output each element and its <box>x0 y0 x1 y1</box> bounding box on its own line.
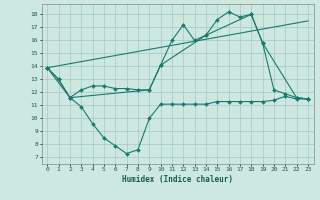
X-axis label: Humidex (Indice chaleur): Humidex (Indice chaleur) <box>122 175 233 184</box>
